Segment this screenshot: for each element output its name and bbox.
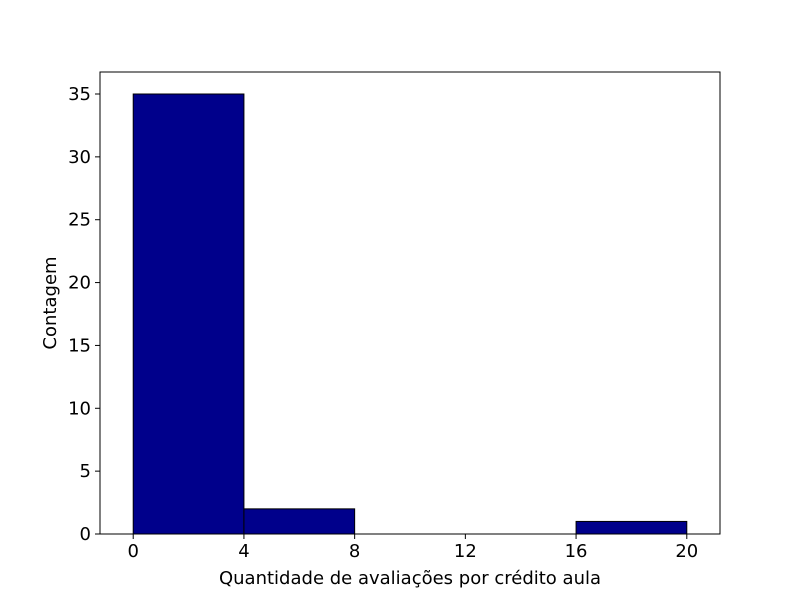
y-axis-ticks: 0 5 10 15 20 25 30 35 xyxy=(68,84,100,545)
y-tick-label: 5 xyxy=(80,461,91,482)
x-tick-label: 16 xyxy=(565,541,588,562)
x-tick-label: 12 xyxy=(454,541,477,562)
x-tick-label: 20 xyxy=(675,541,698,562)
histogram-bar-1 xyxy=(243,508,356,535)
x-tick-label: 0 xyxy=(127,541,138,562)
y-tick-label: 15 xyxy=(68,335,91,356)
bars-group xyxy=(132,93,688,535)
y-tick-label: 35 xyxy=(68,84,91,105)
plot-frame xyxy=(99,71,721,535)
y-tick-label: 0 xyxy=(80,524,91,545)
y-axis-label: Contagem xyxy=(40,256,61,349)
x-axis-label: Quantidade de avaliações por crédito aul… xyxy=(219,568,601,589)
x-axis-ticks: 0 4 8 12 16 20 xyxy=(127,534,698,562)
x-tick-label: 8 xyxy=(349,541,360,562)
y-tick-label: 25 xyxy=(68,210,91,231)
y-tick-label: 10 xyxy=(68,398,91,419)
histogram-bar-4 xyxy=(575,520,688,535)
y-tick-label: 20 xyxy=(68,273,91,294)
y-tick-label: 30 xyxy=(68,147,91,168)
x-tick-label: 4 xyxy=(238,541,249,562)
histogram-bar-0 xyxy=(132,93,245,535)
